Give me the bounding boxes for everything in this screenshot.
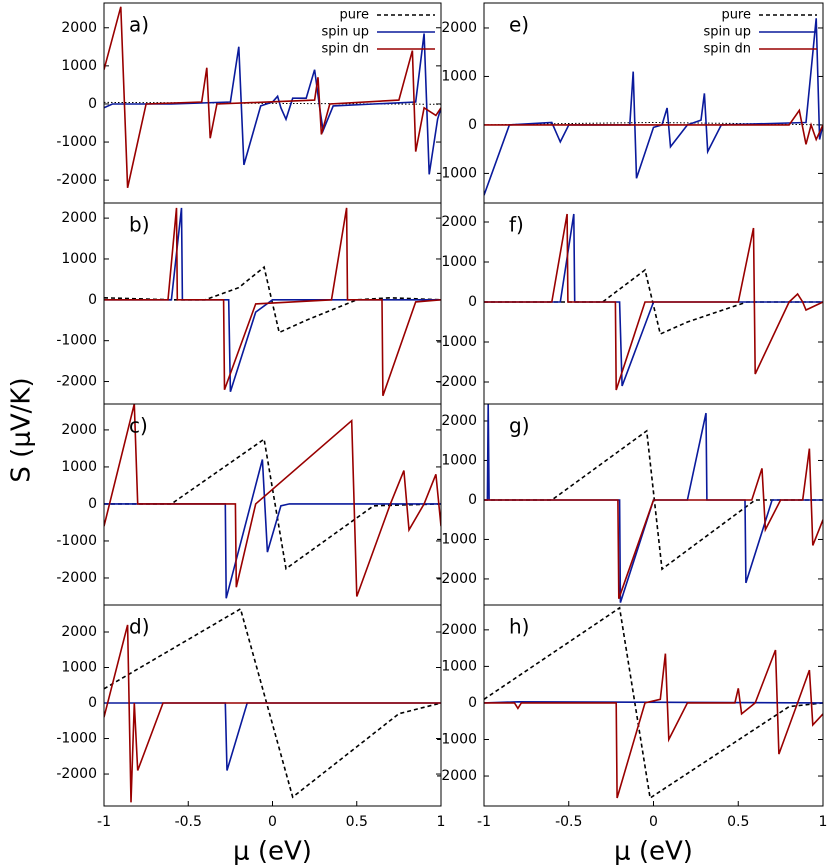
y-tick-label: 1000 [61, 660, 97, 676]
y-tick-label: 1000 [441, 254, 477, 270]
series-line [104, 207, 441, 397]
x-tick-label: 0 [649, 814, 658, 830]
x-tick-label: -1 [97, 814, 111, 830]
series-line [484, 404, 823, 603]
y-tick-label: 1000 [61, 459, 97, 475]
y-tick-label: 1000 [441, 658, 477, 674]
y-tick-label: 0 [88, 292, 97, 308]
y-tick-label: 1000 [61, 58, 97, 74]
panel-frame [483, 403, 824, 606]
panel-label: b) [129, 213, 150, 237]
series-line [104, 459, 441, 599]
series-line [104, 624, 441, 803]
x-tick-label: -0.5 [555, 814, 582, 830]
y-tick-label: 1000 [441, 452, 477, 468]
x-tick-label: 1 [819, 814, 828, 830]
x-tick-label: 0 [268, 814, 277, 830]
legend-label: spin dn [704, 42, 752, 57]
y-tick-label: 2000 [441, 20, 477, 36]
x-tick-label: -1 [477, 814, 491, 830]
series-line [104, 6, 441, 188]
y-tick-label: -1000 [56, 134, 97, 150]
series-line [484, 18, 823, 196]
y-tick-label: -2000 [436, 768, 477, 784]
y-tick-label: -1000 [436, 531, 477, 547]
y-tick-label: -1000 [436, 731, 477, 747]
series-line [484, 213, 823, 391]
legend-label: spin up [322, 25, 370, 40]
y-tick-label: -1000 [56, 533, 97, 549]
panel-frame [483, 2, 824, 204]
y-tick-label: 0 [468, 294, 477, 310]
y-tick-label: 0 [88, 96, 97, 112]
panel-label: a) [129, 13, 149, 37]
y-tick-label: 0 [468, 695, 477, 711]
y-tick-label: 2000 [441, 214, 477, 230]
x-tick-label: 0.5 [346, 814, 368, 830]
x-axis-label: μ (eV) [614, 837, 693, 867]
y-tick-label: -2000 [56, 766, 97, 782]
y-tick-label: -2000 [56, 570, 97, 586]
y-tick-label: -1000 [56, 731, 97, 747]
y-tick-label: -2000 [56, 374, 97, 390]
y-tick-label: 1000 [441, 68, 477, 84]
y-tick-label: 0 [88, 496, 97, 512]
panel-frame [103, 604, 442, 807]
x-tick-label: -0.5 [175, 814, 202, 830]
series-line [484, 606, 823, 800]
plot-area [104, 207, 441, 397]
series-line [104, 702, 441, 771]
y-tick-label: 0 [468, 492, 477, 508]
y-tick-label: 2000 [61, 624, 97, 640]
y-tick-label: 1000 [61, 251, 97, 267]
series-line [484, 108, 823, 145]
series-line [104, 404, 441, 597]
y-tick-label: 2000 [441, 622, 477, 638]
series-line [484, 213, 823, 387]
y-tick-label: -1000 [436, 165, 477, 181]
panel-label: c) [129, 414, 148, 438]
panel-label: g) [509, 414, 530, 438]
series-line [484, 649, 823, 799]
series-line [104, 607, 441, 799]
y-axis-label: S (μV/K) [7, 377, 37, 482]
y-tick-label: -2000 [56, 172, 97, 188]
panel-label: f) [509, 213, 524, 237]
panel-label: h) [509, 615, 529, 639]
y-tick-label: 2000 [441, 413, 477, 429]
plot-area [484, 606, 823, 800]
y-tick-label: -2000 [436, 571, 477, 587]
legend-label: pure [721, 8, 751, 23]
legend-label: pure [339, 8, 369, 23]
x-axis-label: μ (eV) [233, 837, 312, 867]
plot-area [104, 404, 441, 599]
y-tick-label: 2000 [61, 422, 97, 438]
y-tick-label: 0 [468, 117, 477, 133]
y-tick-label: 0 [88, 695, 97, 711]
y-tick-label: 2000 [61, 20, 97, 36]
legend-label: spin up [704, 25, 752, 40]
series-line [484, 121, 823, 126]
y-tick-label: -1000 [436, 334, 477, 350]
x-tick-label: 1 [437, 814, 446, 830]
y-tick-label: -2000 [436, 374, 477, 390]
plot-area [484, 18, 823, 196]
plot-area [484, 213, 823, 391]
plot-area [104, 607, 441, 803]
series-line [484, 448, 823, 599]
legend-label: spin dn [322, 42, 370, 57]
series-line [104, 33, 441, 175]
plot-area [104, 6, 441, 188]
plot-area [484, 404, 823, 603]
y-tick-label: 2000 [61, 210, 97, 226]
panel-label: e) [509, 13, 529, 37]
panel-label: d) [129, 615, 150, 639]
panel-frame [483, 604, 824, 807]
x-tick-label: 0.5 [727, 814, 749, 830]
y-tick-label: -1000 [56, 333, 97, 349]
